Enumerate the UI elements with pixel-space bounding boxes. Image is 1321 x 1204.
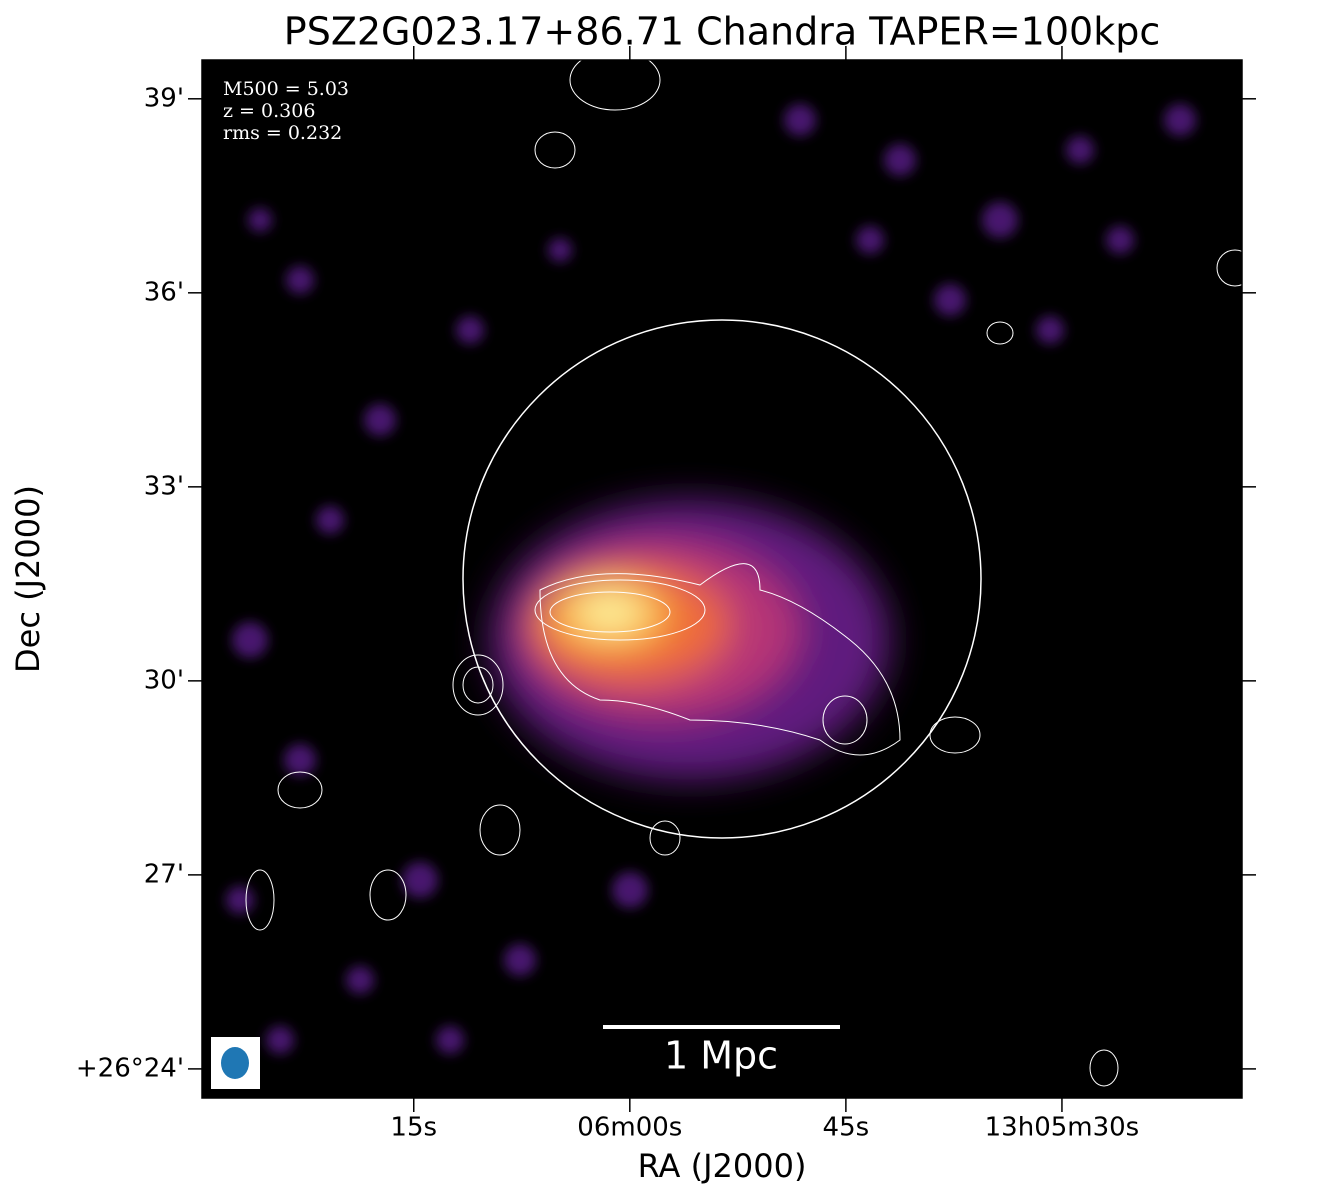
x-tick-label: 13h05m30s xyxy=(985,1113,1140,1143)
y-tick-label: 39' xyxy=(144,83,184,113)
x-axis-label: RA (J2000) xyxy=(638,1147,807,1185)
r500-circle xyxy=(462,319,982,839)
beam xyxy=(221,1047,249,1079)
y-tick-label: 36' xyxy=(144,277,184,307)
contours xyxy=(245,49,1254,1087)
y-tick-label: 27' xyxy=(144,859,184,889)
y-tick-label: 30' xyxy=(144,665,184,695)
annotation: rms = 0.232 xyxy=(223,122,342,144)
y-tick-label: +26°24' xyxy=(76,1053,184,1083)
x-tick-label: 06m00s xyxy=(577,1113,682,1143)
y-tick-label: 33' xyxy=(144,471,184,501)
y-axis-label: Dec (J2000) xyxy=(9,485,47,673)
scale-bar-label: 1 Mpc xyxy=(664,1034,778,1078)
x-tick-label: 15s xyxy=(390,1113,437,1143)
x-tick-label: 45s xyxy=(823,1113,870,1143)
annotation: M500 = 5.03 xyxy=(223,78,349,100)
axes-frame xyxy=(201,59,1243,1099)
chart-title: PSZ2G023.17+86.71 Chandra TAPER=100kpc xyxy=(284,10,1160,54)
annotation: z = 0.306 xyxy=(223,100,315,122)
